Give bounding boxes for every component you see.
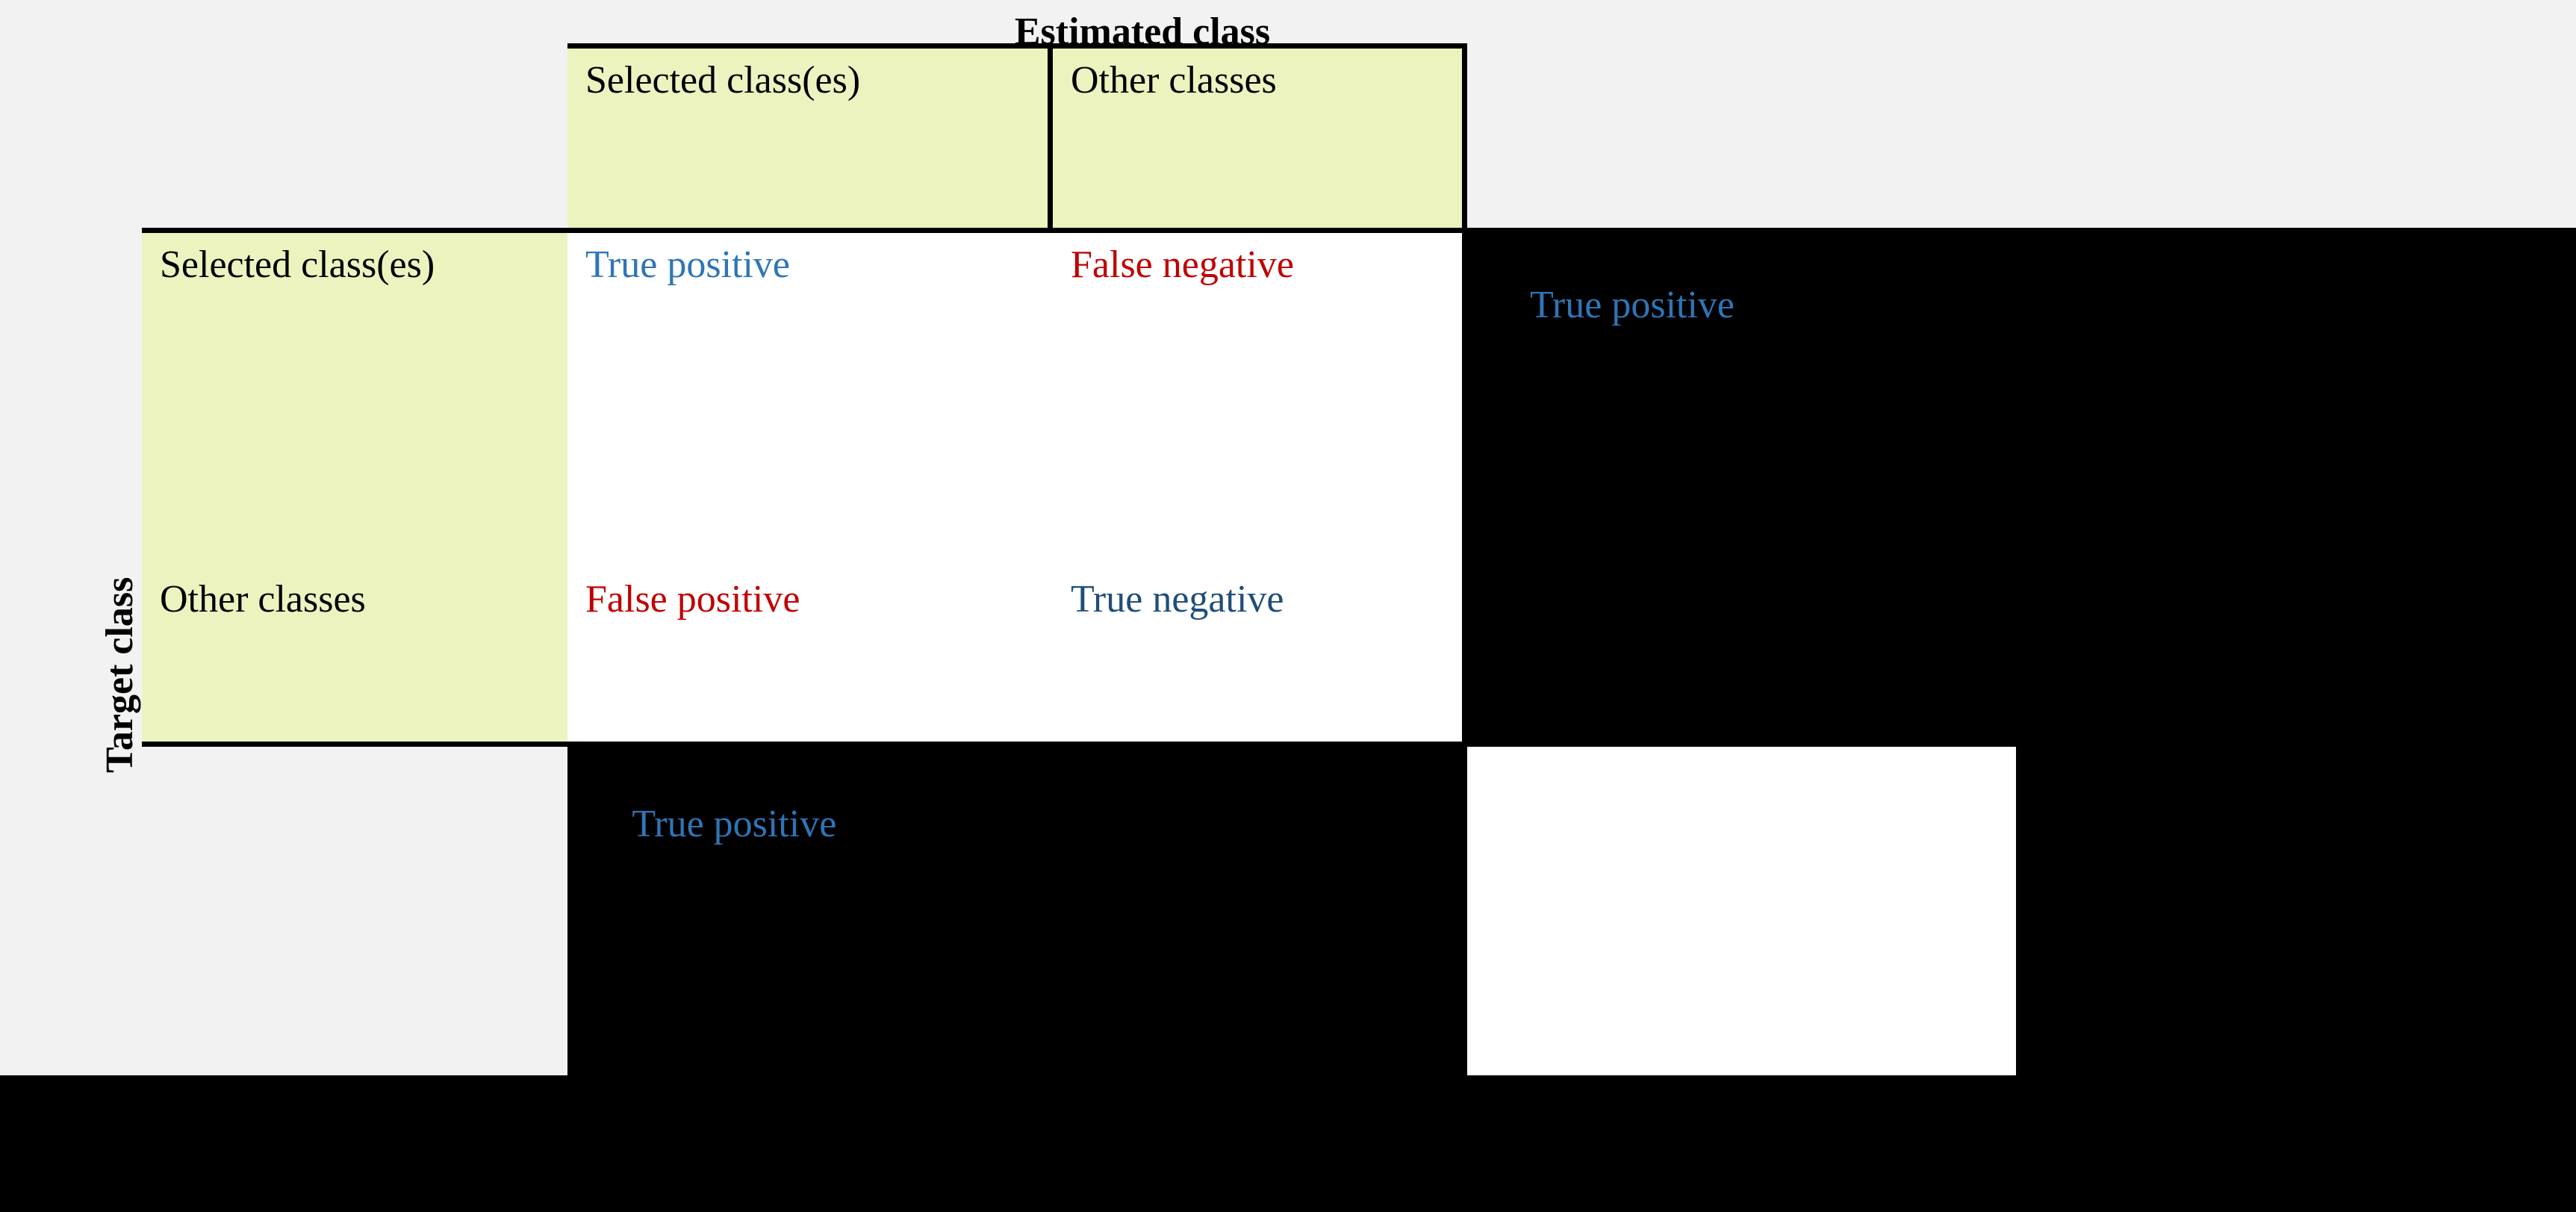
col-header-other: Other classes xyxy=(1053,43,1467,228)
recall-numerator: True positive xyxy=(1485,284,1735,326)
precision-eq: = xyxy=(585,803,607,845)
col-header-selected: Selected class(es) xyxy=(567,43,1053,228)
black-fill-right-row2 xyxy=(1467,568,2576,747)
precision-denom-prefix: / | xyxy=(585,849,614,892)
recall-block: Recall w/o O = True positive / | Target … xyxy=(1467,228,2016,568)
black-fill-below-farright xyxy=(2016,747,2576,1075)
precision-denom-suffix: | xyxy=(729,895,736,937)
recall-denom-prefix: / | xyxy=(1485,330,1513,373)
precision-block: Precision w/o O = True positive / | Esti… xyxy=(567,747,1053,1075)
precision-denom-body: Estimated selected class(es) xyxy=(585,849,913,937)
recall-denom-body: Target selected class(es) xyxy=(1522,330,1899,373)
black-fill-below-col2 xyxy=(1053,747,1467,1075)
cell-false-negative: False negative xyxy=(1053,228,1467,568)
precision-numerator: True positive xyxy=(617,803,836,845)
recall-denom-suffix: | xyxy=(1908,330,1916,373)
row-header-other: Other classes xyxy=(142,568,567,747)
y-axis-title: Target class xyxy=(97,577,143,773)
cell-true-negative: True negative xyxy=(1053,568,1467,747)
cell-true-positive: True positive xyxy=(567,228,1053,568)
confusion-matrix-diagram: Estimated class Target class Selected cl… xyxy=(0,0,2576,1212)
recall-title: Recall w/o O = xyxy=(1485,238,1722,281)
precision-title: Precision w/o O xyxy=(585,757,836,800)
black-fill-right-row1 xyxy=(2016,228,2576,568)
white-fill-below-recall xyxy=(1467,747,2016,1075)
cell-false-positive: False positive xyxy=(567,568,1053,747)
row-header-selected: Selected class(es) xyxy=(142,228,567,568)
black-fill-bottom-strip xyxy=(0,1075,2576,1212)
